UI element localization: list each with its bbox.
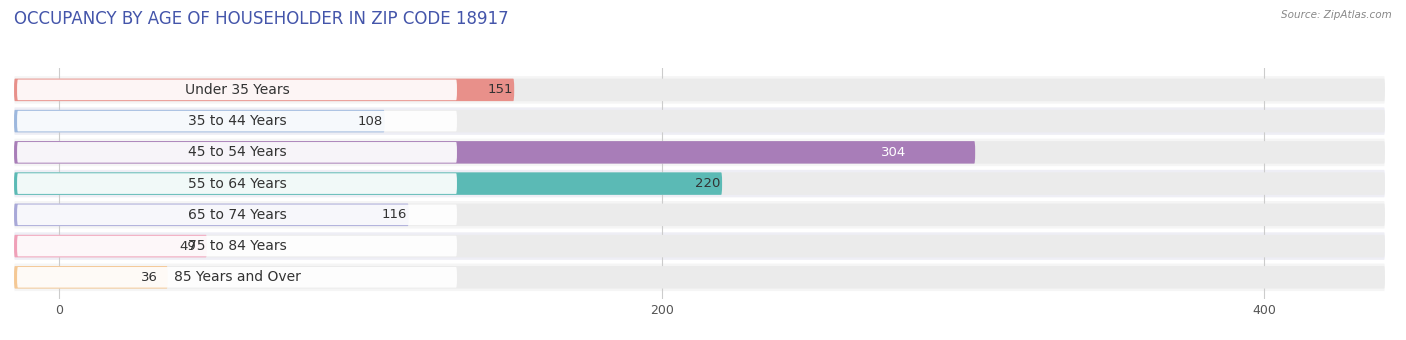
Text: 49: 49 <box>180 240 197 253</box>
Text: 151: 151 <box>486 83 513 96</box>
FancyBboxPatch shape <box>17 205 457 225</box>
FancyBboxPatch shape <box>14 141 1385 164</box>
FancyBboxPatch shape <box>17 267 457 288</box>
Text: 85 Years and Over: 85 Years and Over <box>173 270 301 284</box>
Text: OCCUPANCY BY AGE OF HOUSEHOLDER IN ZIP CODE 18917: OCCUPANCY BY AGE OF HOUSEHOLDER IN ZIP C… <box>14 10 509 28</box>
FancyBboxPatch shape <box>17 236 457 256</box>
FancyBboxPatch shape <box>14 76 1385 104</box>
FancyBboxPatch shape <box>14 264 1385 291</box>
FancyBboxPatch shape <box>14 172 1385 195</box>
FancyBboxPatch shape <box>14 235 1385 257</box>
FancyBboxPatch shape <box>14 139 1385 166</box>
FancyBboxPatch shape <box>14 204 1385 226</box>
FancyBboxPatch shape <box>14 141 976 164</box>
FancyBboxPatch shape <box>14 266 167 289</box>
Text: 35 to 44 Years: 35 to 44 Years <box>187 114 287 128</box>
Text: 304: 304 <box>880 146 905 159</box>
Text: 45 to 54 Years: 45 to 54 Years <box>187 146 287 159</box>
FancyBboxPatch shape <box>14 201 1385 228</box>
FancyBboxPatch shape <box>14 235 207 257</box>
FancyBboxPatch shape <box>17 173 457 194</box>
FancyBboxPatch shape <box>14 266 1385 289</box>
FancyBboxPatch shape <box>14 172 723 195</box>
Text: 65 to 74 Years: 65 to 74 Years <box>187 208 287 222</box>
Text: 116: 116 <box>381 208 406 221</box>
FancyBboxPatch shape <box>14 170 1385 197</box>
FancyBboxPatch shape <box>14 79 1385 101</box>
FancyBboxPatch shape <box>14 204 409 226</box>
FancyBboxPatch shape <box>14 110 1385 132</box>
Text: Source: ZipAtlas.com: Source: ZipAtlas.com <box>1281 10 1392 20</box>
FancyBboxPatch shape <box>17 111 457 132</box>
FancyBboxPatch shape <box>17 80 457 100</box>
FancyBboxPatch shape <box>17 142 457 163</box>
Text: 55 to 64 Years: 55 to 64 Years <box>187 176 287 191</box>
FancyBboxPatch shape <box>14 110 385 132</box>
FancyBboxPatch shape <box>14 107 1385 135</box>
Text: Under 35 Years: Under 35 Years <box>184 83 290 97</box>
FancyBboxPatch shape <box>14 232 1385 260</box>
Text: 75 to 84 Years: 75 to 84 Years <box>187 239 287 253</box>
Text: 220: 220 <box>695 177 720 190</box>
Text: 36: 36 <box>141 271 157 284</box>
Text: 108: 108 <box>357 115 382 128</box>
FancyBboxPatch shape <box>14 79 515 101</box>
